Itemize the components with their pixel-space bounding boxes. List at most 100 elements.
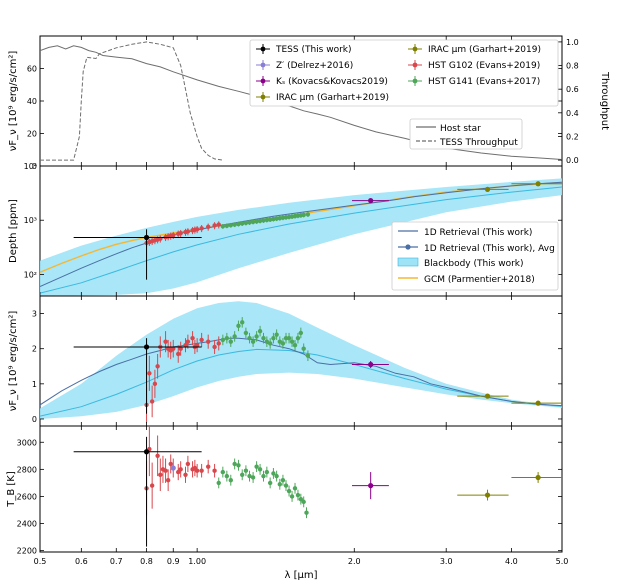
flux-tess-point: [143, 344, 150, 350]
panel1-y2tick-label: 0.2: [566, 132, 579, 141]
panel3-ytick-label: 2: [32, 345, 37, 354]
tb-g102-point: [165, 477, 171, 483]
depth-g141-point: [224, 223, 230, 228]
flux-g141-point: [220, 337, 226, 343]
legend-depth: 1D Retrieval (This work) 1D Retrieval (T…: [391, 221, 559, 291]
flux-g102-point: [205, 339, 211, 344]
legend-top-marker-1: [260, 62, 266, 68]
panel1-y2tick-label: 0.6: [566, 85, 579, 94]
depth-g141-point: [243, 220, 249, 226]
tb-g141-point: [280, 477, 286, 483]
depth-g102-point: [212, 223, 217, 228]
tb-g102-point: [168, 461, 173, 467]
panel1-ytick-label: 40: [27, 97, 37, 106]
depth-g141-point: [228, 222, 233, 228]
x-tick-label: 2.0: [348, 557, 361, 566]
flux-g102-point: [194, 342, 200, 348]
tb-g141-point: [228, 477, 233, 483]
legend-host-label: Host star: [440, 124, 481, 134]
panel4-ytick-label: 2600: [17, 492, 37, 501]
x-tick-label: 0.5: [34, 557, 47, 566]
panel1-y2tick-label: 0.4: [566, 109, 579, 118]
flux-g102-point: [216, 341, 221, 346]
flux-g102-point: [190, 335, 195, 341]
flux-g141-point: [289, 339, 295, 344]
tb-ks-point: [368, 483, 374, 489]
legend-top-box: [249, 39, 559, 107]
tb-g141-point: [240, 472, 245, 477]
flux-g102-point: [155, 364, 160, 369]
x-tick-label: 3.0: [440, 557, 453, 566]
x-tick-label: 0.6: [75, 557, 88, 566]
tb-g141-point: [257, 467, 263, 472]
panel1-ylabel: νF_ν [10⁹ erg/s/cm²]: [8, 51, 19, 152]
panel1-y2tick-label: 0.0: [566, 156, 579, 165]
flux-g141-point: [257, 328, 263, 334]
flux-g141-point: [264, 339, 270, 344]
flux-ks-point: [368, 361, 374, 368]
depth-g141-point: [236, 221, 241, 227]
legend-top-label-1: Z′ (Delrez+2016): [276, 61, 353, 71]
tb-g141-point: [224, 473, 230, 479]
tb-g141-point: [220, 469, 226, 475]
tb-g141-point: [286, 488, 292, 494]
flux-g141-point: [243, 330, 249, 336]
panel3-ytick-label: 0: [32, 415, 37, 424]
flux-g141-point: [301, 346, 306, 351]
flux-g141-point: [240, 320, 245, 325]
flux-g141-point: [267, 341, 273, 346]
panel4-ylabel: T_B [K]: [6, 471, 17, 508]
legend-depth-box: [391, 221, 559, 291]
tb-g102-point: [199, 468, 204, 473]
panel3-ytick-label: 3: [32, 310, 37, 319]
tb-g141-point: [250, 475, 256, 480]
tb-g102-point: [163, 468, 168, 473]
panel-brightness-temperature: 2200 2400 2600 2800 3000 T_B [K]: [6, 425, 563, 556]
depth-g141-point: [247, 220, 252, 225]
tb-g102-point: [194, 468, 200, 473]
legend-top-marker-2: [260, 78, 266, 84]
flux-g141-point: [232, 334, 237, 339]
panel2-ytick-label: 10⁴: [24, 162, 37, 171]
tb-irac-point: [535, 474, 541, 481]
tb-g141-point: [264, 469, 270, 475]
panel-depth: 10² 10³ 10⁴ Depth [ppm] 1D Retrieval (This…: [8, 162, 563, 297]
panel3-ylabel: νF_ν [10⁹ erg/s/cm²]: [8, 311, 19, 412]
panel1-ytick-label: 20: [27, 130, 37, 139]
panel-flux: 0 1 2 3 νF_ν [10⁹ erg/s/cm²]: [8, 295, 563, 427]
depth-g141-point: [240, 221, 245, 226]
legend-top-marker-0: [260, 46, 266, 52]
flux-g102-point: [171, 346, 176, 351]
panel2-ylabel: Depth [ppm]: [8, 199, 19, 263]
tb-g102-point: [155, 453, 160, 459]
x-axis-label: λ [μm]: [284, 570, 317, 581]
panel4-ytick-label: 2800: [17, 465, 37, 474]
legend-retrieval-label: 1D Retrieval (This work): [424, 228, 532, 238]
panel4-ytick-label: 2400: [17, 520, 37, 529]
tb-irac-point: [484, 492, 491, 498]
tb-g102-point: [149, 483, 155, 488]
legend-avg-label: 1D Retrieval (This work), Avg: [424, 244, 555, 254]
x-tick-label: 0.7: [110, 557, 123, 566]
flux-g141-point: [298, 330, 304, 336]
tb-g102-point: [205, 464, 211, 469]
x-axis: 0.5 0.6 0.7 0.8 0.9 1.00 2.0 3.0 4.0 5.0: [34, 557, 569, 566]
flux-g141-point: [305, 353, 311, 358]
flux-g102-point: [149, 399, 155, 404]
depth-g141-point: [257, 218, 263, 224]
depth-irac2-point: [535, 181, 541, 187]
depth-g141-point: [232, 222, 237, 227]
flux-g141-point: [247, 335, 252, 341]
panel1-y2label: Throughput: [599, 71, 610, 130]
tb-g141-point: [261, 473, 266, 479]
legend-throughput-label: TESS Throughput: [439, 138, 518, 148]
legend-top-label-0: TESS (This work): [275, 45, 352, 55]
tb-tess-point: [143, 449, 150, 455]
depth-g141-point: [254, 219, 259, 224]
legend-gcm-label: GCM (Parmentier+2018): [424, 275, 535, 285]
depth-tess-point: [143, 234, 150, 241]
legend-blackbody-swatch: [397, 257, 419, 267]
tb-g141-point: [236, 463, 241, 468]
tb-g141-point: [216, 480, 221, 486]
x-tick-label: 1.00: [188, 557, 206, 566]
